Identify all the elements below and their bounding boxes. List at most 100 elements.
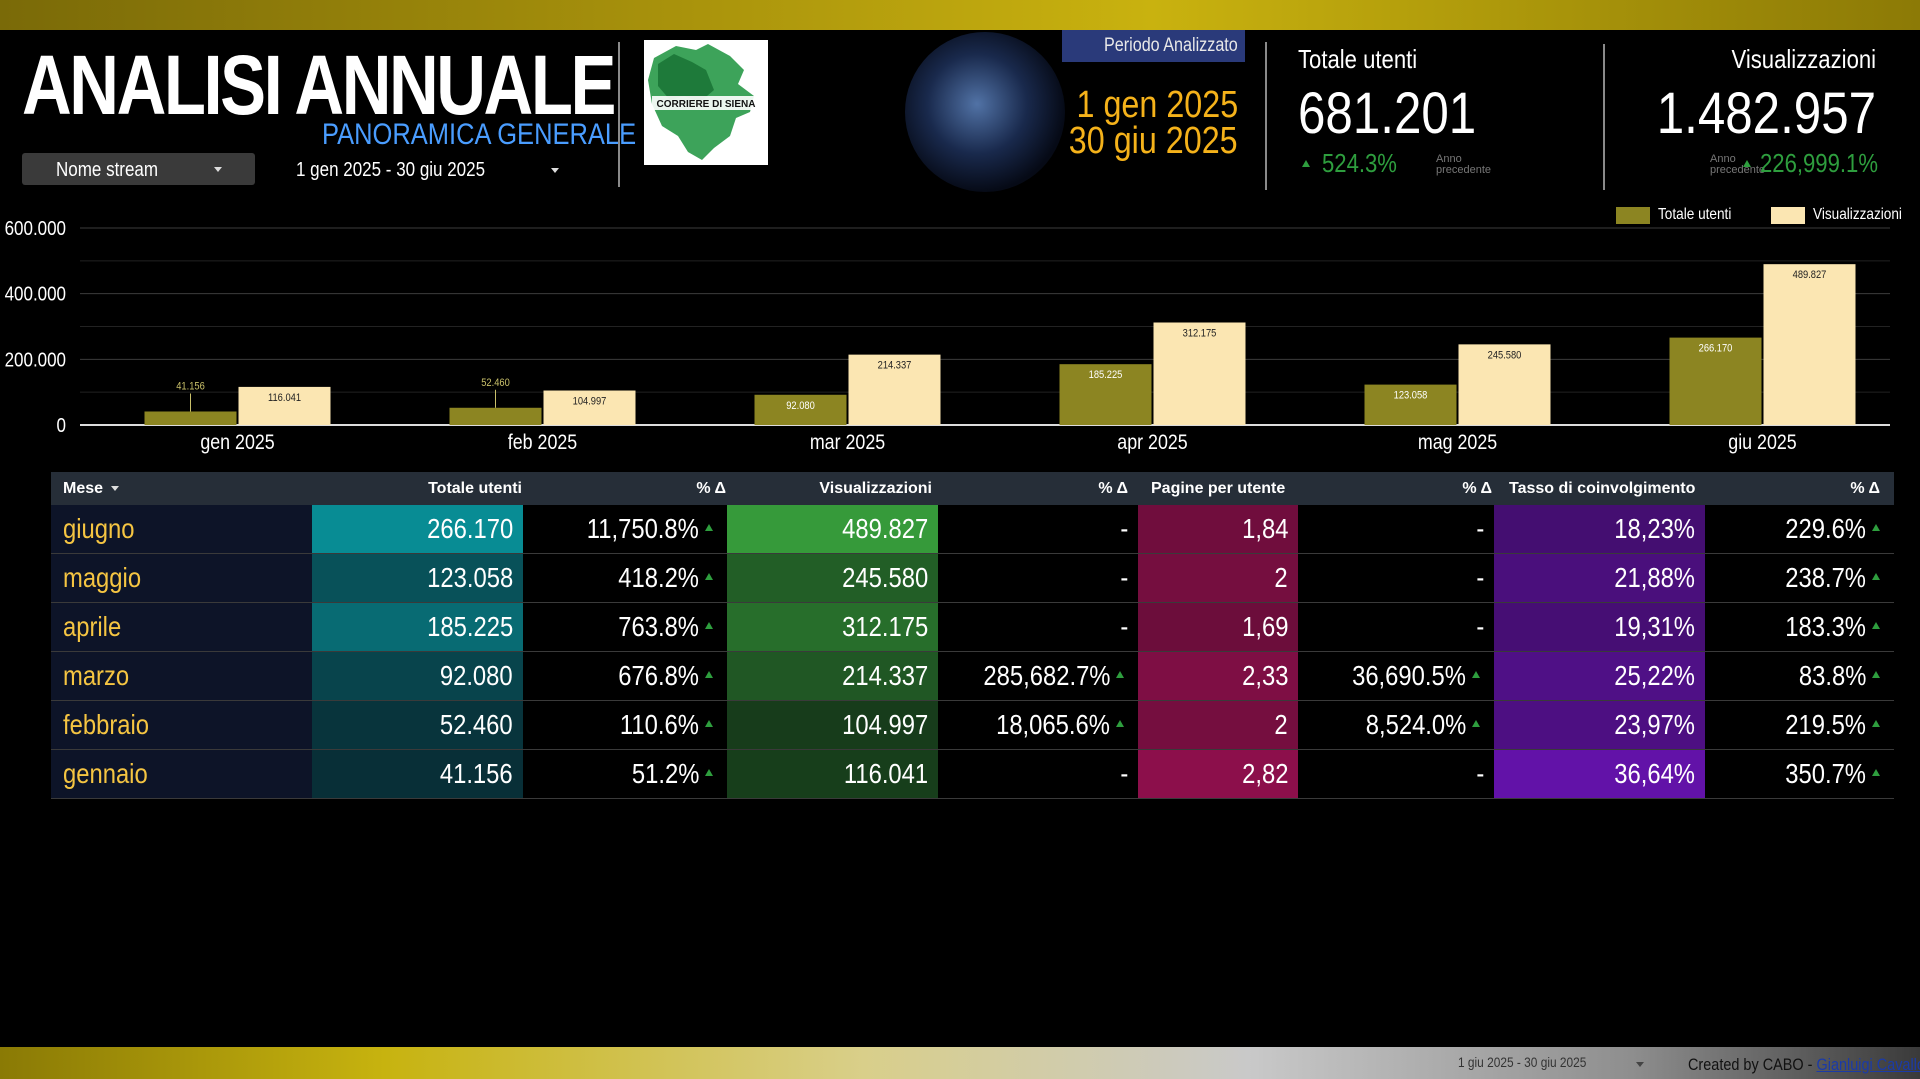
- cell-mese: febbraio: [51, 701, 312, 749]
- cell-delta-utenti: 11,750.8%: [523, 505, 727, 553]
- cell-delta-visual: -: [938, 750, 1138, 798]
- cell-delta-tasso: 83.8%: [1705, 652, 1894, 700]
- bar-totale-utenti[interactable]: [754, 394, 847, 425]
- cell-visualizzazioni: 245.580: [727, 554, 938, 602]
- x-tick-label: mag 2025: [1418, 431, 1497, 455]
- arrow-up-icon: [1472, 671, 1480, 679]
- x-tick-label: gen 2025: [200, 431, 275, 455]
- cell-delta-tasso: 219.5%: [1705, 701, 1894, 749]
- arrow-up-icon: [1872, 622, 1880, 630]
- cell-tasso: 25,22%: [1494, 652, 1705, 700]
- cell-mese: marzo: [51, 652, 312, 700]
- bar-visualizzazioni[interactable]: [543, 390, 636, 425]
- arrow-up-icon: [1302, 158, 1310, 176]
- cell-mese: maggio: [51, 554, 312, 602]
- data-label: 214.337: [878, 360, 912, 372]
- bar-totale-utenti[interactable]: [1669, 337, 1762, 425]
- cell-delta-pagine: 8,524.0%: [1298, 701, 1494, 749]
- stream-dropdown-label: Nome stream: [56, 159, 159, 181]
- bar-visualizzazioni[interactable]: [1458, 344, 1551, 425]
- table-row[interactable]: maggio 123.058 418.2% 245.580-2-21,88% 238.7…: [51, 554, 1894, 603]
- footer-credit: Created by CABO - Gianluigi Cavallo: [1688, 1055, 1920, 1075]
- globe-image: [905, 32, 1065, 192]
- date-range-picker[interactable]: 1 gen 2025 - 30 giu 2025: [296, 159, 486, 181]
- cell-tasso: 23,97%: [1494, 701, 1705, 749]
- cell-delta-pagine: -: [1298, 750, 1494, 798]
- bar-totale-utenti[interactable]: [144, 411, 237, 425]
- bar-visualizzazioni[interactable]: [1153, 322, 1246, 425]
- x-tick-label: mar 2025: [810, 431, 885, 455]
- chart-legend: Totale utenti Visualizzazioni: [1616, 206, 1917, 224]
- cell-tasso: 36,64%: [1494, 750, 1705, 798]
- col-header-delta1[interactable]: % Δ: [696, 480, 726, 497]
- bar-totale-utenti[interactable]: [449, 407, 542, 425]
- cell-delta-pagine: -: [1298, 603, 1494, 651]
- chevron-down-icon[interactable]: [551, 168, 559, 173]
- x-tick-label: apr 2025: [1117, 431, 1188, 455]
- cell-tasso: 18,23%: [1494, 505, 1705, 553]
- col-header-mese[interactable]: Mese: [63, 480, 120, 498]
- col-header-tasso[interactable]: Tasso di coinvolgimento: [1509, 480, 1696, 497]
- sort-down-icon[interactable]: [111, 486, 120, 491]
- bar-visualizzazioni[interactable]: [848, 354, 941, 425]
- table-row[interactable]: aprile 185.225 763.8% 312.175-1,69-19,31% 18…: [51, 603, 1894, 652]
- table-row[interactable]: gennaio 41.156 51.2% 116.041-2,82-36,64% 350…: [51, 750, 1894, 799]
- cell-pagine: 2: [1138, 554, 1298, 602]
- col-header-delta4[interactable]: % Δ: [1850, 480, 1880, 497]
- data-label: 123.058: [1394, 390, 1428, 402]
- col-header-visual[interactable]: Visualizzazioni: [819, 480, 932, 497]
- legend-label: Visualizzazioni: [1812, 206, 1902, 223]
- bar-visualizzazioni[interactable]: [238, 386, 331, 425]
- period-end: 30 giu 2025: [1069, 120, 1238, 162]
- logo: CORRIERE DI SIENA: [644, 40, 768, 165]
- col-header-utenti[interactable]: Totale utenti: [428, 480, 522, 497]
- divider: [1265, 42, 1267, 190]
- bar-totale-utenti[interactable]: [1059, 364, 1152, 425]
- data-label: 52.460: [481, 377, 510, 389]
- kpi-users-label: Totale utenti: [1298, 44, 1418, 74]
- table-row[interactable]: febbraio 52.460 110.6% 104.997 18,065.6% 2 8,5…: [51, 701, 1894, 750]
- bar-totale-utenti[interactable]: [1364, 384, 1457, 425]
- cell-visualizzazioni: 116.041: [727, 750, 938, 798]
- cell-tasso: 19,31%: [1494, 603, 1705, 651]
- cell-delta-visual: 285,682.7%: [938, 652, 1138, 700]
- y-tick-label: 600.000: [5, 217, 66, 240]
- col-header-pagine[interactable]: Pagine per utente: [1151, 480, 1286, 497]
- cell-mese: aprile: [51, 603, 312, 651]
- table-header: Mese Totale utenti % Δ Visualizzazioni %…: [51, 472, 1894, 505]
- cell-delta-pagine: -: [1298, 554, 1494, 602]
- cell-pagine: 1,84: [1138, 505, 1298, 553]
- col-header-delta3[interactable]: % Δ: [1462, 480, 1492, 497]
- data-label: 185.225: [1089, 370, 1123, 382]
- logo-text: CORRIERE DI SIENA: [657, 99, 756, 110]
- bar-visualizzazioni[interactable]: [1763, 264, 1856, 425]
- arrow-up-icon: [1743, 158, 1751, 176]
- cell-delta-visual: -: [938, 554, 1138, 602]
- data-label: 104.997: [573, 396, 607, 408]
- arrow-up-icon: [705, 769, 713, 777]
- cell-visualizzazioni: 214.337: [727, 652, 938, 700]
- arrow-up-icon: [1872, 524, 1880, 532]
- data-label: 116.041: [268, 392, 301, 404]
- cell-totale-utenti: 185.225: [312, 603, 523, 651]
- footer-date-range[interactable]: 1 giu 2025 - 30 giu 2025: [1458, 1054, 1587, 1070]
- divider: [618, 42, 620, 187]
- table-row[interactable]: giugno 266.170 11,750.8% 489.827-1,84-18,23…: [51, 505, 1894, 554]
- cell-delta-visual: 18,065.6%: [938, 701, 1138, 749]
- data-label: 489.827: [1793, 270, 1827, 282]
- arrow-up-icon: [1116, 671, 1124, 679]
- cell-totale-utenti: 92.080: [312, 652, 523, 700]
- data-label: 266.170: [1699, 343, 1733, 355]
- chevron-down-icon[interactable]: [1636, 1062, 1644, 1067]
- stream-dropdown[interactable]: Nome stream: [22, 153, 255, 185]
- y-tick-label: 0: [57, 414, 66, 437]
- author-link[interactable]: Gianluigi Cavallo: [1816, 1055, 1920, 1074]
- legend-item-views: Visualizzazioni: [1770, 206, 1918, 224]
- table-row[interactable]: marzo 92.080 676.8% 214.337 285,682.7% 2,33 36…: [51, 652, 1894, 701]
- col-header-delta2[interactable]: % Δ: [1098, 480, 1128, 497]
- logo-map-icon: CORRIERE DI SIENA: [648, 44, 760, 160]
- cell-pagine: 2,82: [1138, 750, 1298, 798]
- data-label: 41.156: [176, 381, 205, 393]
- period-label-badge: Periodo Analizzato: [1062, 30, 1245, 62]
- period-label: Periodo Analizzato: [1104, 35, 1238, 56]
